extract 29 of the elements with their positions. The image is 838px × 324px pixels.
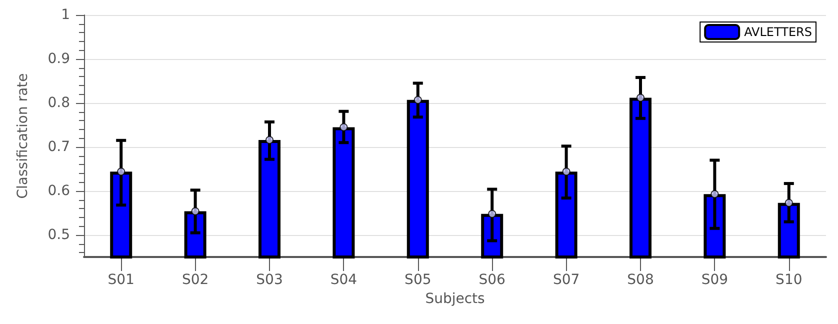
y-tick-label: 0.9 (48, 51, 70, 67)
x-tick-label: S09 (701, 272, 728, 288)
point (636, 94, 644, 102)
point (117, 168, 126, 176)
x-tick-label: S03 (256, 272, 283, 288)
x-tick-label: S10 (776, 272, 802, 288)
y-tick-label: 0.8 (48, 95, 70, 111)
point (710, 190, 719, 198)
point (191, 207, 200, 216)
point (562, 168, 570, 176)
y-axis-title: Classification rate (15, 73, 31, 199)
x-tick-label: S02 (182, 272, 209, 288)
point (488, 210, 496, 218)
x-tick-label: S04 (330, 272, 358, 288)
y-tick-label: 1 (61, 7, 70, 23)
y-tick-label: 0.5 (48, 227, 70, 243)
point (784, 198, 793, 207)
point (340, 123, 348, 132)
x-tick-label: S06 (478, 272, 506, 288)
point (266, 136, 274, 144)
x-tick-label: S08 (627, 272, 654, 288)
x-tick-label: S05 (404, 272, 432, 288)
x-tick-label: S01 (108, 272, 134, 288)
y-tick-label: 0.7 (48, 139, 70, 155)
x-axis-title: Subjects (425, 290, 485, 307)
point (414, 96, 422, 104)
x-tick-label: S07 (552, 272, 580, 288)
legend-label: AVLETTERS (744, 25, 812, 39)
y-tick-label: 0.6 (48, 183, 70, 199)
